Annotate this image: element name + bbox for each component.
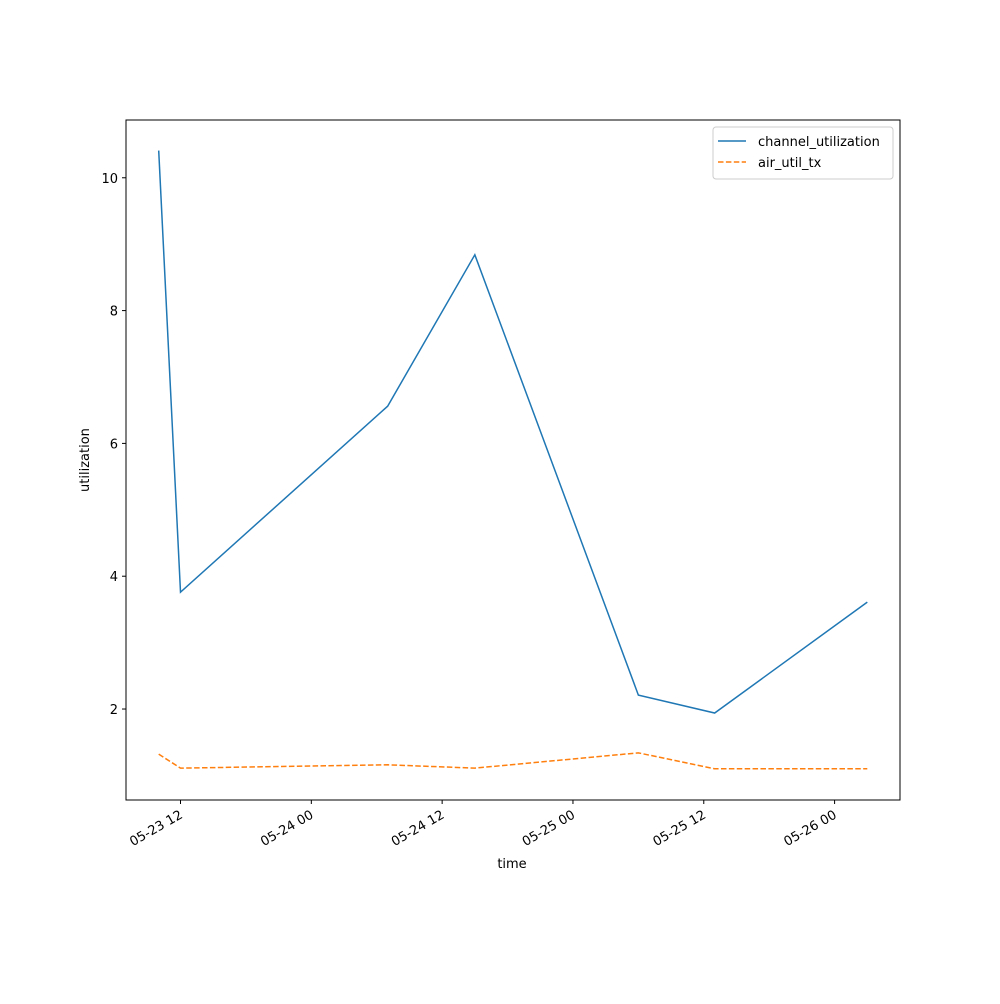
y-axis-label: utilization [78, 428, 93, 492]
x-tick-label: 05-23 12 [127, 808, 185, 850]
plot-frame [125, 119, 901, 801]
y-tick-label: 10 [101, 172, 118, 187]
x-axis-label: time [497, 857, 526, 872]
line-series [157, 150, 868, 714]
legend-label: channel_utilization [758, 135, 880, 150]
y-tick-label: 4 [110, 570, 118, 585]
y-tick-label: 8 [110, 305, 118, 320]
x-tick-label: 05-25 00 [520, 808, 578, 850]
y-tick-label: 6 [110, 437, 118, 452]
x-tick-label: 05-24 00 [258, 808, 316, 850]
x-tick-label: 05-24 12 [389, 808, 447, 850]
line-series [158, 752, 868, 770]
legend: channel_utilization air_util_tx [712, 126, 894, 180]
y-tick-label: 2 [110, 703, 118, 718]
legend-label: air_util_tx [758, 156, 822, 171]
x-tick-label: 05-26 00 [781, 808, 839, 850]
legend-box [712, 126, 894, 180]
x-tick-label: 05-25 12 [651, 808, 709, 850]
